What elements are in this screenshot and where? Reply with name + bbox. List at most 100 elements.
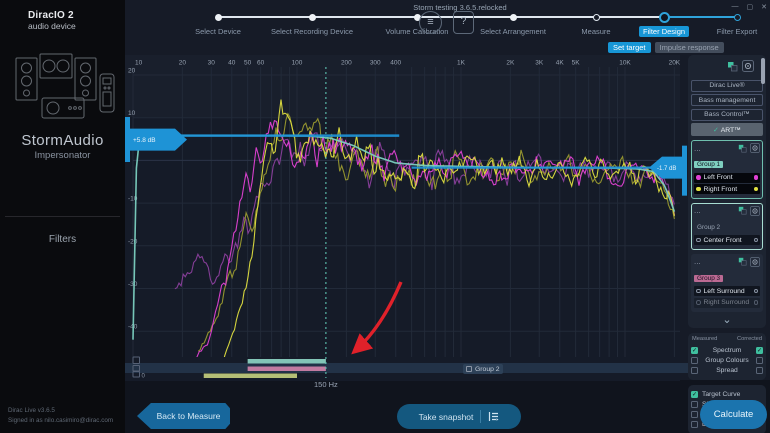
axis-labels: 10 20 30 40 50 60 100 200 300 400 1K 2K 3K 4K 5K 10K 20K… (128, 60, 681, 331)
tab-impulse-response[interactable]: Impulse response (654, 42, 724, 53)
help-button[interactable]: ? (453, 11, 474, 34)
channel-marker-icon (753, 288, 758, 294)
target-icon[interactable] (742, 60, 754, 72)
mode-button-art[interactable]: ✓ ART™ (691, 123, 763, 136)
group-card-group-3[interactable]: ... Group 3 Left Surround Right Surround (691, 253, 763, 312)
stepper-label-volume-calibration[interactable]: Volume Calibration (385, 27, 449, 36)
stepper-node-volume-calibration[interactable] (413, 13, 421, 21)
maximize-button[interactable]: ▢ (746, 4, 754, 11)
stepper-label-select-recording-device[interactable]: Select Recording Device (270, 27, 354, 36)
tab-set-target[interactable]: Set target (608, 42, 651, 53)
take-snapshot-button[interactable]: Take snapshot (397, 404, 521, 429)
group-cards: ... Group 1 Left Front Right Front... Group … (691, 140, 763, 312)
group2-checkbox[interactable] (466, 366, 472, 372)
logo-line2: audio device (28, 20, 76, 31)
stepper-node-select-arrangement[interactable] (509, 13, 517, 21)
bar-row-controls[interactable]: 0 (132, 356, 146, 380)
group-title: Group 2 (697, 223, 721, 231)
check-icon: ✓ (713, 126, 719, 134)
stepper-label-measure[interactable]: Measure (581, 27, 611, 36)
svg-text:30: 30 (208, 60, 216, 67)
channel-item-left-front[interactable]: Left Front (694, 172, 760, 183)
stepper-node-select-device[interactable] (214, 13, 222, 21)
checkbox[interactable] (691, 357, 698, 364)
stepper-line-active (664, 16, 737, 18)
svg-text:10: 10 (128, 110, 136, 117)
speaker-illustration (15, 53, 115, 119)
series-left-front-corrected (196, 119, 675, 357)
stepper-label-filter-design[interactable]: Filter Design (604, 26, 724, 37)
frequency-response-chart[interactable]: 10 20 30 40 50 60 100 200 300 400 1K 2K 3K 4K 5K 10K 20K… (125, 55, 688, 390)
sidebar-footer: Dirac Live v3.6.5 Signed in as nilo.casi… (8, 406, 113, 425)
stepper-node-select-recording-device[interactable] (308, 13, 316, 21)
back-to-measure-button[interactable]: Back to Measure (137, 403, 230, 429)
checkbox[interactable] (691, 367, 698, 374)
menu-button[interactable]: ≡ (419, 11, 442, 34)
checkbox[interactable] (691, 421, 698, 428)
svg-text:300: 300 (370, 60, 381, 67)
checkbox[interactable]: ✓ (756, 347, 763, 354)
close-button[interactable]: ✕ (761, 4, 767, 11)
panel-scrollbar[interactable] (761, 58, 765, 84)
svg-text:-1.7 dB: -1.7 dB (657, 166, 676, 172)
stepper-node-measure[interactable] (592, 13, 600, 21)
group-colours-icon[interactable] (727, 61, 738, 72)
group-menu[interactable]: ... (694, 257, 701, 266)
spectrum-row-spectrum: ✓ Spectrum ✓ (691, 347, 763, 354)
row-label: Group Colours (705, 357, 749, 364)
mode-button-basscontrol[interactable]: Bass Control™ (691, 108, 763, 121)
svg-text:60: 60 (257, 60, 265, 67)
stepper-label-select-device[interactable]: Select Device (195, 27, 241, 36)
svg-text:10: 10 (135, 60, 143, 67)
sidebar-item-filters[interactable]: Filters (48, 234, 77, 245)
mode-button-diraclive[interactable]: Dirac Live® (691, 79, 763, 92)
group-range-bar[interactable] (247, 359, 326, 364)
chevron-down-icon[interactable]: ⌄ (722, 314, 732, 326)
selected-group-row[interactable] (125, 363, 688, 373)
target-icon[interactable] (750, 256, 760, 267)
checkbox[interactable] (756, 357, 763, 364)
channel-marker-icon (753, 175, 758, 180)
svg-text:20: 20 (179, 60, 187, 67)
channel-item-right-surround[interactable]: Right Surround (694, 297, 760, 308)
group-colours-icon (738, 257, 747, 266)
stepper-label-select-arrangement[interactable]: Select Arrangement (480, 27, 546, 36)
channel-label: Right Surround (703, 299, 750, 306)
checkbox[interactable] (691, 401, 698, 408)
target-icon[interactable] (750, 143, 760, 153)
group-card-group-1[interactable]: ... Group 1 Left Front Right Front (691, 140, 763, 199)
svg-text:2K: 2K (506, 60, 515, 67)
target-icon[interactable] (750, 205, 760, 216)
channel-item-center-front[interactable]: Center Front (694, 235, 760, 245)
svg-text:100: 100 (292, 60, 303, 67)
spectrum-check-panel: Measured Corrected ✓ Spectrum ✓ Group Colou… (688, 333, 766, 380)
channel-item-right-front[interactable]: Right Front (694, 184, 760, 194)
right-panel: Dirac Live® Bass management Bass Control™ ✓… (688, 55, 766, 433)
snapshot-list-icon (489, 412, 499, 421)
group2-overlay-chip[interactable]: Group 2 (463, 364, 503, 374)
grid (132, 67, 680, 357)
svg-text:3K: 3K (535, 60, 544, 67)
device-name: StormAudio (21, 132, 104, 149)
group-menu[interactable]: ... (694, 143, 701, 153)
calculate-button[interactable]: Calculate (700, 400, 767, 429)
mode-button-bassmanagement[interactable]: Bass management (691, 94, 763, 106)
svg-text:400: 400 (390, 60, 401, 67)
checkbox[interactable] (756, 367, 763, 374)
stepper-label-filter-export[interactable]: Filter Export (716, 27, 758, 36)
group-range-bar[interactable] (247, 366, 326, 372)
annotation-arrow (351, 281, 403, 355)
target-level-flag-right[interactable]: -1.7 dB (649, 145, 687, 196)
logo-line1: DiracIO 2 (28, 10, 74, 21)
checkbox[interactable] (691, 411, 698, 418)
group-card-group-2[interactable]: ... Group 2 Center Front (691, 202, 763, 250)
group-range-bar[interactable] (203, 373, 297, 379)
stepper-node-filter-design[interactable] (658, 11, 670, 23)
target-level-flag-left[interactable]: +5.8 dB (125, 117, 187, 162)
group-menu[interactable]: ... (694, 206, 701, 215)
stepper-node-filter-export[interactable] (733, 13, 741, 21)
channel-item-left-surround[interactable]: Left Surround (694, 286, 760, 296)
checkbox[interactable]: ✓ (691, 391, 698, 398)
minimize-button[interactable]: — (731, 3, 739, 10)
checkbox[interactable]: ✓ (691, 347, 698, 354)
